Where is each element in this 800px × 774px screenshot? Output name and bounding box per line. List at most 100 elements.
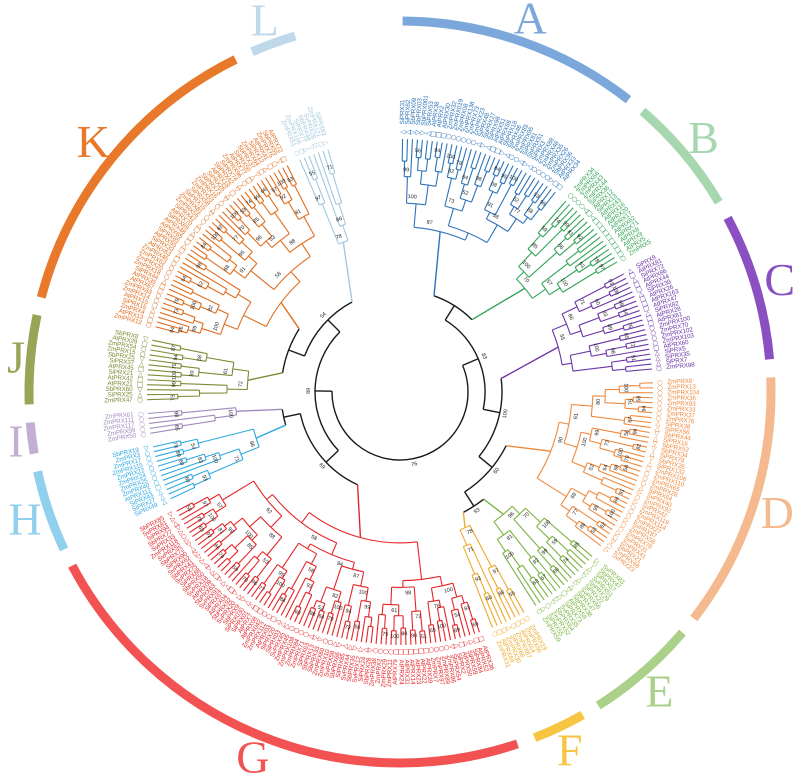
- clade-band-E: [595, 629, 686, 710]
- branch-radial: [217, 557, 228, 568]
- bootstrap-value: 72: [415, 614, 421, 620]
- branch-radial: [592, 291, 633, 310]
- branch-radial: [220, 528, 237, 543]
- leaf-marker-circle-icon: ○: [542, 173, 552, 182]
- branch-radial: [233, 517, 243, 526]
- branch-radial: [333, 565, 343, 590]
- leaf-marker-circle-icon: ○: [535, 607, 545, 616]
- clade-J-branches: [147, 339, 250, 401]
- branch-radial: [251, 534, 258, 541]
- branch-radial: [485, 212, 491, 220]
- bootstrap-value: 90: [171, 381, 177, 387]
- bootstrap-value: 88: [267, 532, 275, 540]
- leaf-marker-triangle-up-icon: △: [321, 139, 330, 147]
- clade-E-branches: [493, 505, 593, 606]
- branch-arc: [319, 202, 326, 206]
- branch-arc: [382, 603, 399, 606]
- leaf-marker-square-icon: □: [266, 162, 276, 171]
- leaf-marker-square-icon: □: [138, 365, 145, 374]
- branch-radial: [509, 588, 525, 613]
- bootstrap-value: 99: [594, 429, 601, 436]
- branch-radial: [301, 243, 311, 257]
- branch-arc: [305, 591, 313, 596]
- leaf-marker-circle-icon: ○: [633, 493, 642, 503]
- leaf-label: SiPRX5: [664, 345, 687, 355]
- branch-radial: [447, 208, 455, 227]
- leaf-marker-triangle-up-icon: △: [180, 241, 189, 251]
- leaf-label: SiPRX37: [109, 357, 135, 367]
- bootstrap-value: 78: [195, 515, 203, 523]
- backbone-radial: [483, 408, 501, 414]
- branch-radial: [552, 564, 569, 582]
- branch-radial: [576, 232, 598, 250]
- leaf-marker-circle-icon: ○: [490, 630, 500, 639]
- branch-radial: [566, 552, 583, 569]
- branch-radial: [626, 358, 651, 363]
- bootstrap-value: 84: [613, 496, 621, 504]
- branch-radial: [342, 224, 349, 241]
- leaf-label: ZmPRX33: [667, 405, 696, 414]
- branch-arc: [368, 625, 374, 628]
- branch-radial: [263, 564, 278, 584]
- leaf-marker-circle-icon: ○: [649, 328, 657, 337]
- branch-arc: [185, 457, 188, 463]
- branch-arc: [448, 162, 453, 165]
- backbone-arc: [281, 409, 287, 426]
- bootstrap-value: 95: [500, 173, 508, 181]
- branch-radial: [443, 606, 452, 641]
- bootstrap-value: 80: [401, 631, 407, 637]
- branch-radial: [492, 159, 501, 175]
- leaf-marker-triangle-down-icon: ▽: [419, 129, 427, 136]
- branch-radial: [183, 446, 200, 453]
- bootstrap-value: 51: [629, 355, 636, 362]
- leaf-marker-circle-icon: ○: [139, 425, 146, 434]
- bootstrap-value: 99: [191, 325, 199, 333]
- branch-radial: [286, 165, 297, 185]
- bootstrap-value: 74: [552, 216, 560, 224]
- leaf-marker-circle-icon: ○: [657, 384, 663, 392]
- branch-radial: [225, 231, 240, 245]
- branch-radial: [201, 327, 221, 336]
- branch-radial: [189, 522, 205, 533]
- branch-radial: [493, 521, 505, 536]
- branch-radial: [266, 536, 283, 556]
- branch-radial: [278, 194, 286, 205]
- branch-radial: [537, 550, 553, 568]
- bootstrap-value: 53: [261, 557, 269, 565]
- bootstrap-value: 78: [335, 233, 343, 241]
- leaf-marker-triangle-up-icon: △: [306, 632, 316, 640]
- branch-radial: [154, 444, 182, 453]
- branch-radial: [578, 317, 600, 326]
- leaf-marker-circle-icon: ○: [651, 333, 659, 342]
- branch-radial: [172, 279, 194, 291]
- bootstrap-value: 94: [632, 428, 639, 435]
- branch-radial: [303, 216, 315, 237]
- branch-arc: [330, 172, 336, 175]
- branch-arc: [292, 183, 297, 187]
- leaf-marker-triangle-right-icon: ▷: [356, 645, 365, 652]
- bootstrap-value: 100: [617, 447, 625, 457]
- branch-radial: [248, 255, 258, 264]
- bootstrap-value: 56: [178, 326, 185, 333]
- branch-radial: [194, 528, 212, 542]
- clade-connector: [236, 408, 283, 412]
- leaf-marker-square-icon: □: [412, 648, 420, 655]
- tree-backbone: [236, 231, 559, 538]
- leaf-label: AtPRX14: [408, 659, 416, 685]
- leaf-marker-triangle-up-icon: △: [655, 354, 662, 363]
- leaf-marker-triangle-up-icon: △: [161, 277, 170, 287]
- branch-radial: [471, 575, 493, 628]
- bootstrap-value: 72: [238, 381, 244, 387]
- branch-radial: [210, 548, 224, 561]
- branch-radial: [495, 589, 512, 620]
- leaf-marker-square-icon: □: [628, 270, 637, 280]
- leaf-marker-square-icon: □: [251, 604, 261, 614]
- branch-radial: [220, 561, 231, 572]
- bootstrap-value: 80: [189, 370, 196, 377]
- branch-radial: [434, 157, 438, 172]
- bootstrap-value: 83: [480, 352, 488, 360]
- leaf-marker-square-icon: □: [186, 233, 196, 243]
- leaf-marker-circle-icon: ○: [656, 364, 663, 373]
- clade-letter-D: D: [761, 487, 794, 538]
- branch-arc: [345, 620, 351, 623]
